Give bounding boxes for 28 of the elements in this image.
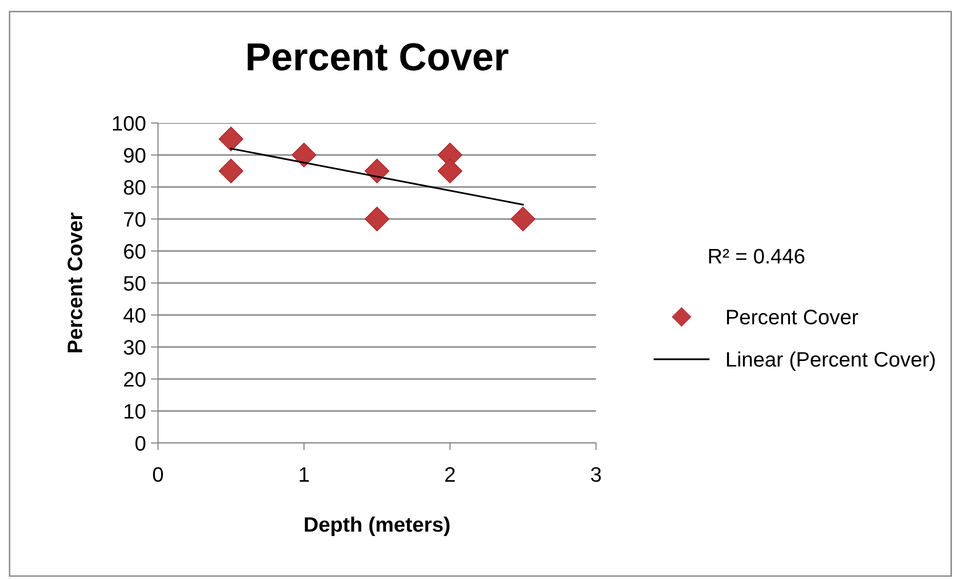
y-tick-label: 90 bbox=[124, 148, 146, 163]
legend-label: Linear (Percent Cover) bbox=[727, 351, 935, 371]
point bbox=[218, 126, 244, 152]
y-axis-title: Percent Cover bbox=[68, 212, 82, 352]
point bbox=[292, 142, 316, 168]
x-tick-label: 1 bbox=[300, 467, 309, 482]
x-tick-label: 0 bbox=[153, 467, 163, 482]
x-tick-label: 3 bbox=[591, 467, 601, 482]
y-tick-label: 80 bbox=[124, 180, 146, 195]
y-tick-label: 20 bbox=[124, 372, 146, 387]
y-tick-label: 70 bbox=[124, 212, 146, 227]
y-tick-label: 100 bbox=[113, 116, 146, 131]
y-tick-label: 40 bbox=[124, 308, 146, 323]
point bbox=[438, 158, 462, 184]
point bbox=[364, 158, 390, 184]
text: R² = 0.446 bbox=[709, 248, 804, 264]
y-tick-label: 0 bbox=[135, 436, 146, 451]
y-tick-label: 60 bbox=[124, 244, 146, 259]
point bbox=[510, 206, 536, 232]
x-tick-label: 2 bbox=[445, 467, 455, 482]
x-axis-title: Depth (meters) bbox=[304, 516, 450, 536]
y-tick-label: 30 bbox=[124, 340, 146, 355]
chart-title: Percent Cover bbox=[248, 43, 508, 71]
point bbox=[364, 206, 390, 232]
point bbox=[218, 158, 244, 184]
y-tick-label: 10 bbox=[124, 404, 146, 419]
y-tick-label: 50 bbox=[124, 276, 146, 291]
legend-label: Percent Cover bbox=[727, 310, 858, 324]
